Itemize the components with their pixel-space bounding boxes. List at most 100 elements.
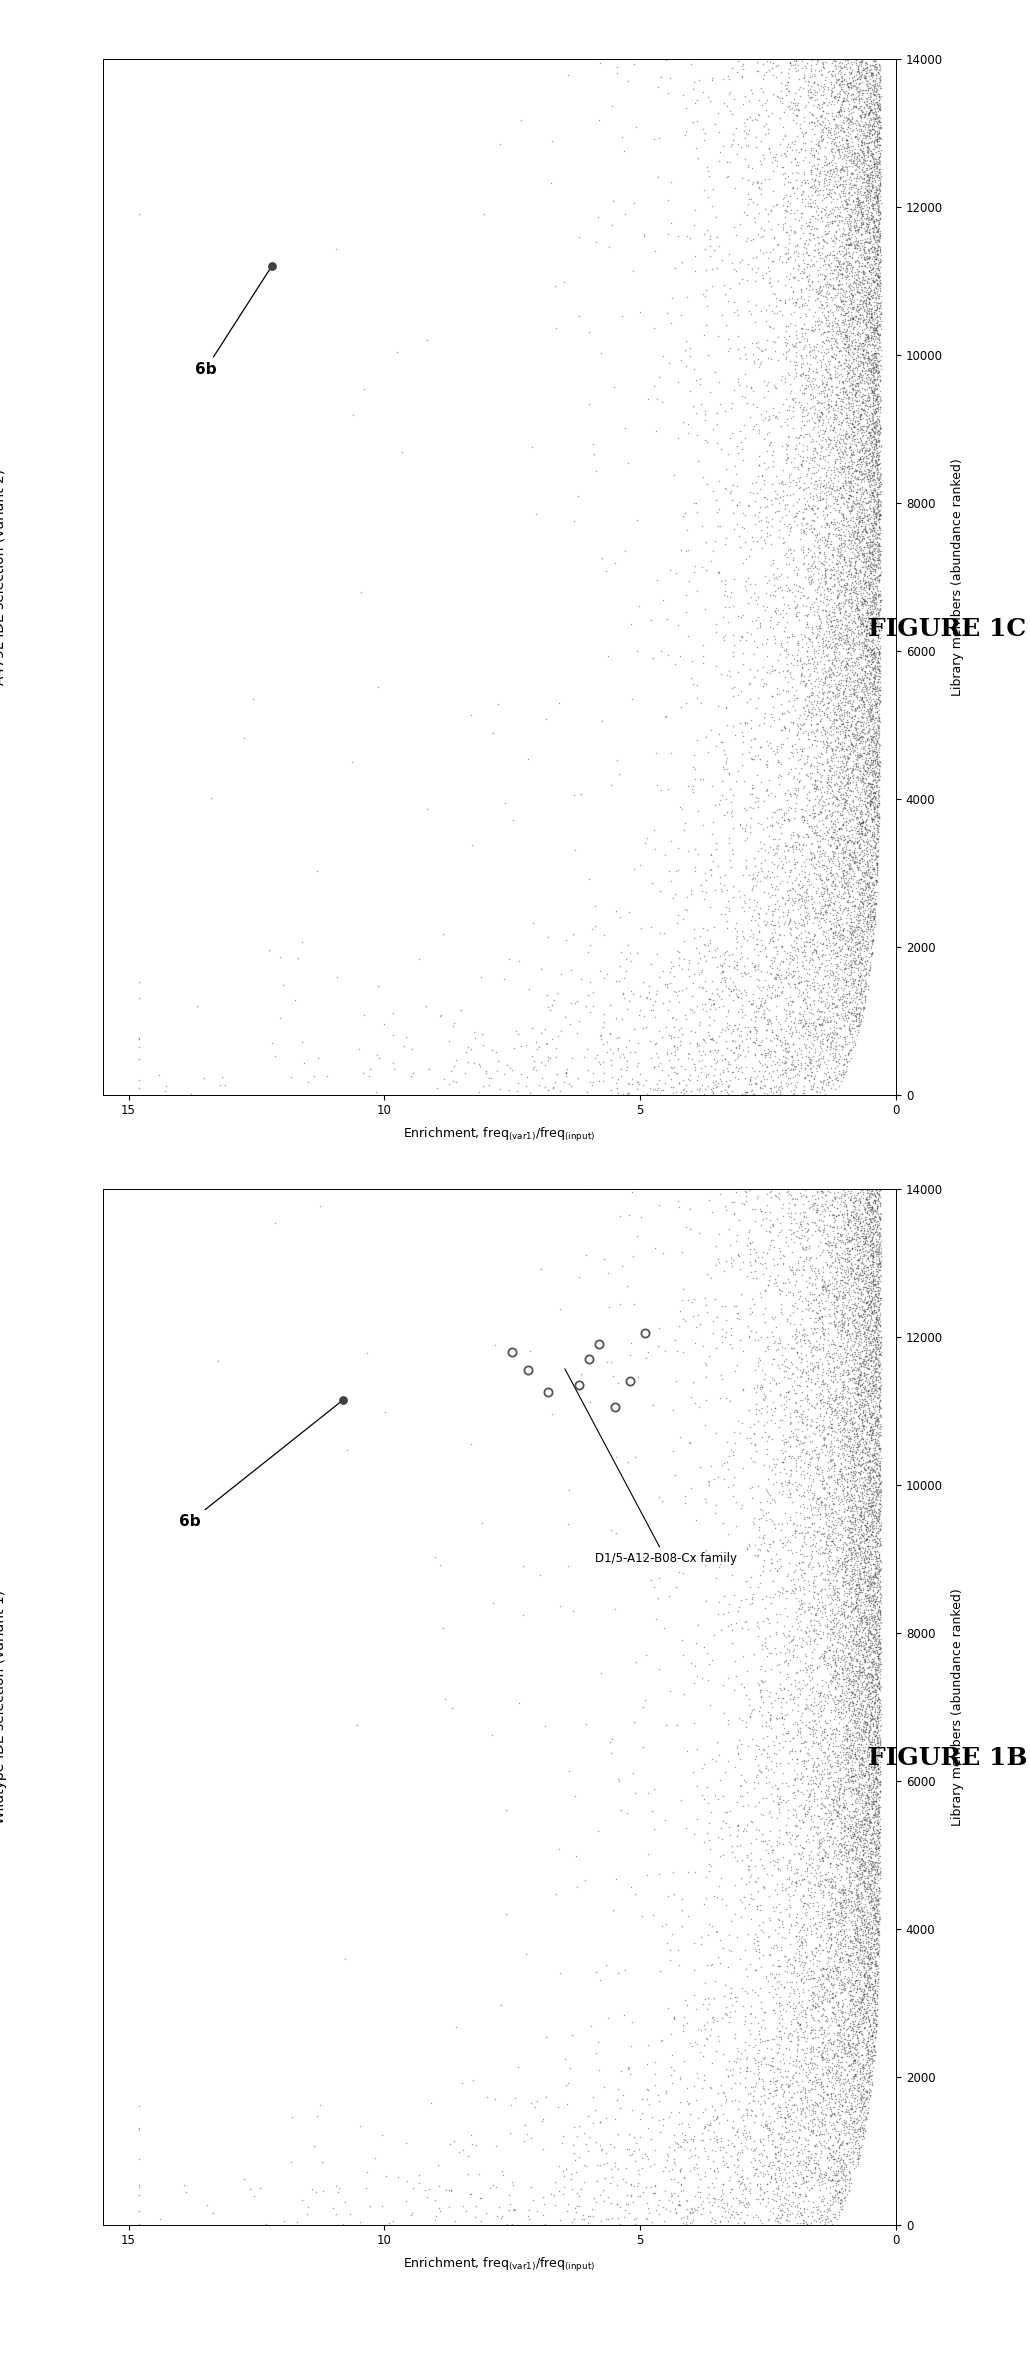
Point [794, 831, 811, 869]
Point [858, 805, 874, 843]
Point [869, 711, 886, 749]
Point [815, 819, 831, 857]
Point [866, 793, 883, 831]
Point [854, 122, 870, 160]
Point [861, 1657, 878, 1695]
Point [454, 2187, 471, 2225]
Point [799, 603, 816, 640]
Point [854, 2079, 870, 2116]
Point [702, 979, 719, 1017]
Point [837, 949, 854, 986]
Point [759, 417, 776, 454]
Point [826, 1448, 843, 1485]
Point [866, 1346, 883, 1384]
Point [856, 1398, 872, 1436]
Point [688, 1024, 705, 1062]
Point [843, 275, 859, 313]
Point [729, 1295, 746, 1332]
Point [835, 2142, 852, 2180]
Point [837, 786, 854, 824]
Point [821, 1532, 837, 1570]
Point [770, 1723, 787, 1761]
Point [852, 282, 868, 320]
Point [582, 993, 598, 1031]
Point [803, 1285, 820, 1323]
Point [711, 113, 727, 151]
Point [855, 1516, 871, 1554]
Point [776, 2135, 792, 2173]
Point [871, 1624, 888, 1662]
Point [867, 1497, 884, 1535]
Point [865, 1634, 882, 1671]
Point [868, 1676, 885, 1714]
Point [842, 428, 858, 466]
Point [861, 570, 878, 607]
Point [842, 492, 858, 530]
Point [856, 1523, 872, 1561]
Point [862, 1707, 879, 1744]
Point [863, 859, 880, 897]
Point [709, 930, 725, 967]
Point [640, 2109, 656, 2147]
Point [672, 2154, 688, 2192]
Point [859, 238, 876, 275]
Point [679, 2083, 695, 2121]
Point [869, 104, 886, 141]
Point [805, 1601, 822, 1638]
Point [819, 266, 835, 304]
Point [826, 960, 843, 998]
Point [829, 259, 846, 297]
Point [788, 760, 804, 798]
Point [720, 56, 736, 94]
Point [858, 1690, 874, 1728]
Point [796, 287, 813, 325]
Point [855, 113, 871, 151]
Point [846, 1201, 862, 1238]
Point [831, 1349, 848, 1387]
Point [844, 1000, 860, 1038]
Point [855, 299, 871, 337]
Point [826, 40, 843, 78]
Point [865, 431, 882, 468]
Point [865, 73, 882, 111]
Point [783, 122, 799, 160]
Point [848, 1502, 864, 1540]
Point [855, 803, 871, 840]
Point [778, 177, 794, 214]
Point [794, 619, 811, 657]
Point [836, 772, 853, 810]
Point [787, 1464, 803, 1502]
Point [737, 807, 754, 845]
Point [805, 1010, 822, 1048]
Point [838, 565, 855, 603]
Point [745, 372, 761, 410]
Point [829, 676, 846, 713]
Point [822, 1029, 838, 1066]
Point [826, 1040, 843, 1078]
Point [858, 363, 874, 400]
Point [828, 508, 845, 546]
Point [842, 250, 858, 287]
Point [633, 2081, 650, 2119]
Point [566, 1777, 583, 1815]
Point [850, 459, 866, 497]
Point [831, 2013, 848, 2050]
Point [792, 2107, 809, 2144]
Point [746, 2055, 762, 2093]
Point [865, 1321, 882, 1358]
Point [844, 1229, 860, 1266]
Point [866, 1900, 883, 1937]
Point [802, 1443, 819, 1481]
Point [870, 1363, 887, 1401]
Point [765, 242, 782, 280]
Point [610, 1029, 626, 1066]
Point [863, 1250, 880, 1288]
Point [808, 1384, 824, 1422]
Point [818, 141, 834, 179]
Point [832, 666, 849, 704]
Point [838, 1961, 855, 1999]
Point [758, 1780, 775, 1817]
Point [849, 273, 865, 311]
Point [833, 1888, 850, 1926]
Point [749, 186, 765, 224]
